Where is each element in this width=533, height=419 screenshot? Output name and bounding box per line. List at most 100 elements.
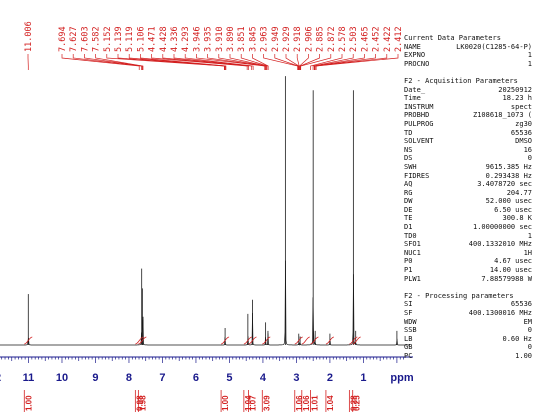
integral-group: 1.000.981.981.001.041.073.091.061.061.01… bbox=[23, 336, 362, 412]
integral-value: 1.06 bbox=[295, 395, 304, 411]
spectrum-group bbox=[0, 76, 410, 346]
param-value: Z108618_1073 ( bbox=[472, 111, 532, 120]
peak-leader-line bbox=[207, 54, 266, 70]
peak-label: 2.885 bbox=[316, 26, 326, 52]
peak-leader-line bbox=[173, 54, 253, 70]
param-key: SI bbox=[404, 300, 413, 309]
integral-curve bbox=[349, 336, 358, 345]
peak-leader-line bbox=[229, 54, 267, 70]
param-row: EXPNO 1 bbox=[404, 51, 532, 60]
integral-value: 1.00 bbox=[221, 395, 230, 411]
param-key: NS bbox=[404, 145, 413, 154]
integral-label: 1.06 bbox=[301, 390, 311, 412]
param-row: NS 16 bbox=[404, 146, 532, 155]
peak-leader-line bbox=[299, 54, 320, 70]
peak-label: 2.452 bbox=[372, 26, 382, 52]
param-row: P1 14.00 usec bbox=[404, 266, 532, 275]
integral-value: 1.04 bbox=[326, 395, 335, 411]
peak-label: 2.872 bbox=[327, 26, 337, 52]
peak-leader-line bbox=[252, 54, 269, 70]
param-row: P0 4.67 usec bbox=[404, 257, 532, 266]
integral-value: 1.06 bbox=[302, 395, 311, 411]
integral-label: 3.09 bbox=[261, 390, 271, 412]
param-key: TD0 bbox=[404, 231, 417, 240]
param-value: 400.1300016 MHz bbox=[468, 309, 532, 317]
integral-curve bbox=[135, 336, 144, 345]
param-row: SOLVENT DMSO bbox=[404, 137, 532, 146]
integral-curve bbox=[301, 336, 310, 345]
param-value: 14.00 usec bbox=[489, 266, 532, 275]
param-value: 300.8 K bbox=[502, 214, 532, 223]
param-row: DW 52.000 usec bbox=[404, 197, 532, 206]
peak-leader-line bbox=[184, 54, 254, 70]
param-key: PLW1 bbox=[404, 274, 421, 283]
peak-leader-line bbox=[274, 54, 299, 70]
peak-label: 4.471 bbox=[148, 26, 158, 52]
param-value: 0 bbox=[527, 326, 532, 335]
peak-label: 2.578 bbox=[338, 26, 348, 52]
param-value: 7.88579988 W bbox=[481, 274, 532, 283]
param-row: PROBHD Z108618_1073 ( bbox=[404, 111, 532, 120]
param-value: EM bbox=[523, 317, 532, 326]
integral-label: 9.28 bbox=[348, 390, 358, 412]
x-axis-label: ppm bbox=[390, 372, 413, 384]
peak-label: 3.935 bbox=[204, 26, 214, 52]
acquisition-title: F2 - Acquisition Parameters bbox=[404, 76, 518, 85]
param-key: INSTRUM bbox=[404, 102, 434, 111]
peak-label: 3.890 bbox=[226, 26, 236, 52]
param-value: 0 bbox=[527, 154, 532, 163]
param-row: SI 65536 bbox=[404, 300, 532, 309]
peak-leader-line bbox=[296, 54, 300, 70]
param-row: PC 1.00 bbox=[404, 352, 532, 361]
param-value: 1H bbox=[523, 248, 532, 257]
param-row: PULPROG zg30 bbox=[404, 120, 532, 129]
param-key: Time bbox=[404, 94, 421, 103]
integral-label: 0.25 bbox=[352, 390, 362, 412]
integral-curve bbox=[248, 336, 257, 345]
param-value bbox=[501, 34, 532, 43]
peak-leader-line bbox=[300, 54, 332, 70]
integral-curve bbox=[310, 336, 319, 345]
param-key: PROCNO bbox=[404, 59, 430, 68]
peak-label: 5.119 bbox=[125, 26, 135, 52]
param-row: PLW1 7.88579988 W bbox=[404, 275, 532, 284]
x-tick-label: 10 bbox=[56, 372, 68, 384]
peak-label: 2.918 bbox=[293, 26, 303, 52]
integral-value: 9.28 bbox=[349, 395, 358, 411]
param-key: SWH bbox=[404, 162, 417, 171]
param-value: 9615.385 Hz bbox=[485, 162, 532, 171]
acquisition-parameters: Date_ 20250912 Time 18.23 h INSTRUM spect PROB… bbox=[404, 86, 532, 284]
x-tick-label: 11 bbox=[23, 372, 35, 384]
integral-value: 1.01 bbox=[311, 395, 320, 411]
param-row: GB 0 bbox=[404, 343, 532, 352]
peak-leader-line bbox=[151, 54, 248, 70]
integral-curve bbox=[352, 336, 361, 345]
processing-title: F2 - Processing parameters bbox=[404, 291, 514, 300]
peak-leader-line bbox=[218, 54, 267, 70]
peak-leader-line bbox=[299, 54, 309, 70]
peak-label: 2.929 bbox=[282, 26, 292, 52]
peak-leader-line bbox=[95, 54, 144, 70]
peak-label: 3.946 bbox=[192, 26, 202, 52]
param-key: DE bbox=[404, 205, 413, 214]
param-row: FIDRES 0.293438 Hz bbox=[404, 172, 532, 181]
param-row: Time 18.23 h bbox=[404, 94, 532, 103]
param-value: 1.00 bbox=[515, 351, 532, 360]
peak-label: 7.627 bbox=[69, 26, 79, 52]
peak-label: 7.694 bbox=[58, 26, 68, 52]
param-value: 18.23 h bbox=[502, 94, 532, 103]
param-key: TD bbox=[404, 128, 413, 137]
param-key: SF bbox=[404, 309, 413, 317]
peak-leader-line bbox=[314, 54, 376, 70]
param-value: 1.00000000 sec bbox=[472, 223, 532, 232]
param-row: NAME LK0020(C1285-64-P) bbox=[404, 43, 532, 52]
peak-leader-line bbox=[285, 54, 300, 70]
param-row: TD0 1 bbox=[404, 232, 532, 241]
param-row: TD 65536 bbox=[404, 129, 532, 138]
param-value: 16 bbox=[523, 145, 532, 154]
param-key: D1 bbox=[404, 223, 413, 232]
integral-label: 1.04 bbox=[325, 390, 335, 412]
peak-label: 3.851 bbox=[237, 26, 247, 52]
peak-label: 2.906 bbox=[304, 26, 314, 52]
